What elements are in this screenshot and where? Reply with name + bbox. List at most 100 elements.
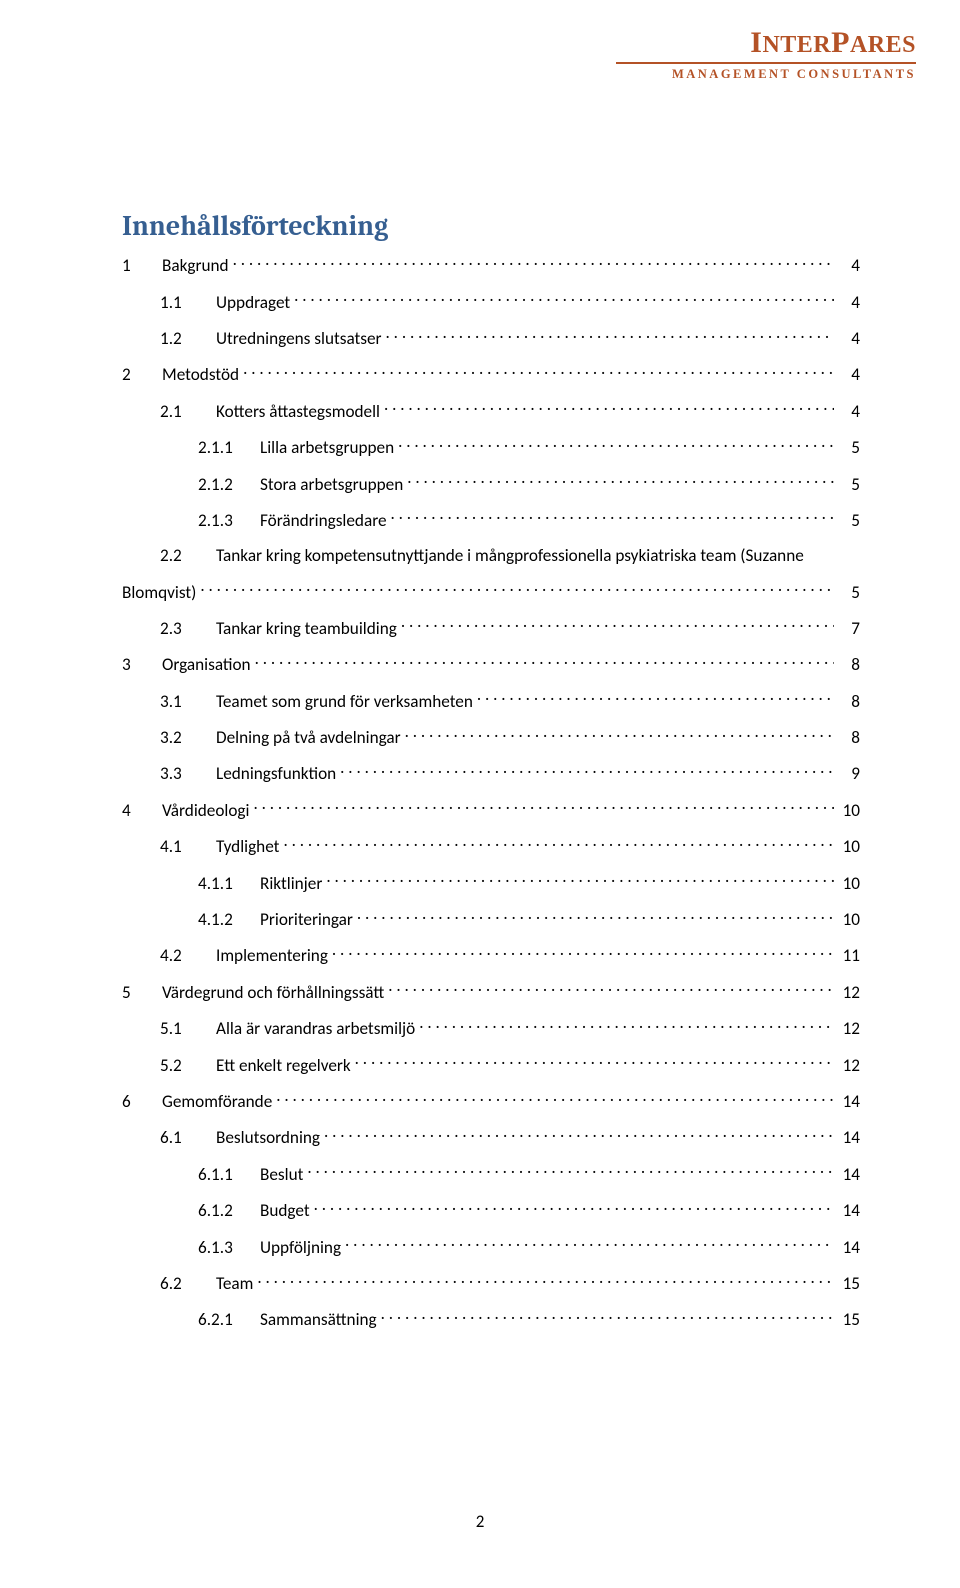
toc-page: 15 <box>838 1309 860 1332</box>
toc-page: 5 <box>838 510 860 533</box>
toc-page: 8 <box>838 691 860 714</box>
toc-number: 6.1.1 <box>198 1164 260 1187</box>
toc-leader-dots <box>283 835 834 852</box>
toc-leader-dots <box>357 908 834 925</box>
toc-leader-dots <box>355 1053 834 1070</box>
toc-number: 3.2 <box>160 727 216 750</box>
toc-leader-dots <box>243 363 834 380</box>
toc-page: 5 <box>838 437 860 460</box>
toc-page: 14 <box>838 1127 860 1150</box>
toc-leader-dots <box>407 472 834 489</box>
toc-label: Uppdraget <box>216 292 290 315</box>
toc-label: Delning på två avdelningar <box>216 727 401 750</box>
toc-page: 10 <box>838 909 860 932</box>
page-body: Innehållsförteckning 1Bakgrund41.1Uppdra… <box>0 0 960 1385</box>
toc-leader-dots <box>200 580 834 597</box>
toc-number: 4.2 <box>160 945 216 968</box>
toc-label: Tankar kring teambuilding <box>216 618 397 641</box>
toc-number: 6.2 <box>160 1273 216 1296</box>
toc-label: Uppföljning <box>260 1237 341 1260</box>
toc-row: 4.1Tydlighet 10 <box>122 835 860 859</box>
logo-subtitle: MANAGEMENT CONSULTANTS <box>616 67 916 82</box>
toc-label: Utredningens slutsatser <box>216 328 382 351</box>
toc-label: Bakgrund <box>162 255 229 278</box>
toc-page: 10 <box>838 836 860 859</box>
toc-leader-dots <box>398 436 834 453</box>
toc-leader-dots <box>324 1126 834 1143</box>
toc-label: Prioriteringar <box>260 909 353 932</box>
toc-number: 1 <box>122 255 162 278</box>
toc-page: 12 <box>838 1018 860 1041</box>
toc-page: 12 <box>838 1055 860 1078</box>
table-of-contents: 1Bakgrund41.1Uppdraget41.2Utredningens s… <box>122 254 860 1332</box>
toc-number: 2.3 <box>160 618 216 641</box>
toc-number: 1.1 <box>160 292 216 315</box>
toc-label: Ett enkelt regelverk <box>216 1055 351 1078</box>
toc-number: 2.1.1 <box>198 437 260 460</box>
toc-label: Riktlinjer <box>260 873 322 896</box>
toc-page: 5 <box>838 582 860 605</box>
toc-page: 14 <box>838 1091 860 1114</box>
toc-row: 6.1.1Beslut14 <box>122 1163 860 1187</box>
toc-row: Blomqvist) 5 <box>122 580 860 604</box>
page-title: Innehållsförteckning <box>122 210 860 242</box>
page-number: 2 <box>0 1511 960 1532</box>
toc-page: 10 <box>838 800 860 823</box>
toc-number: 6.1 <box>160 1127 216 1150</box>
toc-leader-dots <box>255 653 834 670</box>
toc-label: Blomqvist) <box>122 582 196 605</box>
toc-label: Budget <box>260 1200 310 1223</box>
toc-page: 14 <box>838 1237 860 1260</box>
toc-page: 4 <box>838 328 860 351</box>
toc-number: 1.2 <box>160 328 216 351</box>
toc-number: 4.1.1 <box>198 873 260 896</box>
toc-page: 12 <box>838 982 860 1005</box>
toc-number: 3.1 <box>160 691 216 714</box>
toc-page: 4 <box>838 364 860 387</box>
toc-number: 2.2 <box>160 545 216 568</box>
toc-row: 6.1.2Budget14 <box>122 1199 860 1223</box>
toc-row: 3.2Delning på två avdelningar8 <box>122 726 860 750</box>
toc-number: 5 <box>122 982 162 1005</box>
toc-row: 6.1.3Uppföljning 14 <box>122 1235 860 1259</box>
toc-row: 4.2Implementering11 <box>122 944 860 968</box>
toc-page: 9 <box>838 763 860 786</box>
toc-row: 3Organisation8 <box>122 653 860 677</box>
toc-number: 6.1.3 <box>198 1237 260 1260</box>
toc-leader-dots <box>332 944 834 961</box>
toc-row: 2.1Kotters åttastegsmodell4 <box>122 400 860 424</box>
toc-page: 4 <box>838 255 860 278</box>
toc-row: 6.2.1Sammansättning15 <box>122 1308 860 1332</box>
toc-row: 4Vårdideologi10 <box>122 799 860 823</box>
toc-number: 6 <box>122 1091 162 1114</box>
toc-row: 1.1Uppdraget 4 <box>122 290 860 314</box>
toc-number: 4.1 <box>160 836 216 859</box>
logo-rule <box>616 62 916 64</box>
toc-row: 1.2Utredningens slutsatser 4 <box>122 327 860 351</box>
toc-page: 4 <box>838 292 860 315</box>
toc-row: 6Gemomförande14 <box>122 1090 860 1114</box>
toc-page: 8 <box>838 654 860 677</box>
toc-number: 5.1 <box>160 1018 216 1041</box>
toc-leader-dots <box>326 871 834 888</box>
toc-label: Team <box>216 1273 253 1296</box>
toc-label: Tydlighet <box>216 836 279 859</box>
toc-number: 2.1.3 <box>198 510 260 533</box>
toc-row: 5Värdegrund och förhållningssätt 12 <box>122 981 860 1005</box>
toc-leader-dots <box>276 1090 834 1107</box>
toc-number: 2.1 <box>160 401 216 424</box>
toc-leader-dots <box>388 981 834 998</box>
toc-number: 4.1.2 <box>198 909 260 932</box>
toc-label: Ledningsfunktion <box>216 763 336 786</box>
toc-label: Teamet som grund för verksamheten <box>216 691 473 714</box>
toc-label: Förändringsledare <box>260 510 387 533</box>
toc-label: Stora arbetsgruppen <box>260 474 403 497</box>
toc-leader-dots <box>386 327 834 344</box>
toc-number: 3.3 <box>160 763 216 786</box>
toc-label: Beslutsordning <box>216 1127 320 1150</box>
toc-label: Värdegrund och förhållningssätt <box>162 982 384 1005</box>
toc-leader-dots <box>253 799 834 816</box>
toc-row: 2.1.2Stora arbetsgruppen5 <box>122 472 860 496</box>
toc-page: 10 <box>838 873 860 896</box>
toc-leader-dots <box>381 1308 834 1325</box>
